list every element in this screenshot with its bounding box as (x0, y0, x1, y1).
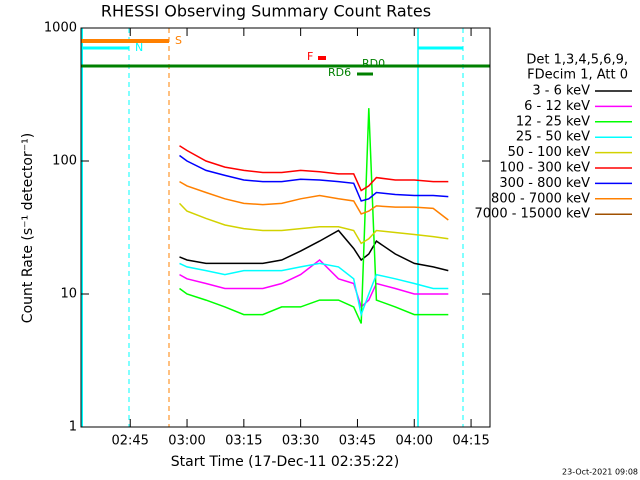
series-line (179, 108, 449, 324)
x-tick-label: 03:45 (339, 434, 376, 449)
y-tick-label: 100 (52, 154, 77, 169)
chart-title: RHESSI Observing Summary Count Rates (101, 2, 431, 21)
annotation: F (307, 50, 313, 63)
series-line (179, 145, 449, 192)
x-tick-label: 02:45 (111, 434, 148, 449)
footer: 23-Oct-2021 09:08 (562, 468, 638, 477)
annotation: N (135, 41, 143, 54)
plot-frame (80, 27, 491, 428)
y-tick-label: 1000 (44, 21, 77, 36)
series-line (179, 154, 449, 202)
legend-title: Det 1,3,4,5,6,9, (526, 53, 628, 68)
legend-title: FDecim 1, Att 0 (527, 68, 628, 83)
legend-label: 6 - 12 keV (524, 99, 590, 114)
series-line (179, 262, 449, 318)
x-tick-label: 04:00 (396, 434, 433, 449)
legend-label: 100 - 300 keV (499, 161, 590, 176)
legend-label: 7000 - 15000 keV (475, 207, 591, 222)
annotation: RD0 (362, 57, 385, 70)
legend-label: 300 - 800 keV (499, 176, 590, 191)
x-tick-label: 03:00 (168, 434, 205, 449)
x-axis-label: Start Time (17-Dec-11 02:35:22) (171, 454, 399, 470)
x-tick-label: 03:30 (282, 434, 319, 449)
legend-label: 25 - 50 keV (516, 130, 590, 145)
legend-label: 3 - 6 keV (532, 84, 590, 99)
legend-label: 800 - 7000 keV (491, 191, 590, 206)
series-line (179, 229, 449, 272)
series-line (179, 180, 449, 221)
annotation: S (175, 34, 182, 47)
legend-label: 50 - 100 keV (508, 145, 591, 160)
series-line (178, 202, 449, 245)
x-tick-label: 04:15 (452, 434, 489, 449)
x-tick-label: 03:15 (225, 434, 262, 449)
y-tick-label: 1 (69, 420, 77, 435)
annotation: RD6 (328, 66, 351, 79)
y-axis-label: Count Rate (s⁻¹ detector⁻¹) (20, 133, 36, 323)
series-line (179, 259, 449, 309)
y-tick-label: 10 (60, 287, 77, 302)
legend-label: 12 - 25 keV (516, 114, 590, 129)
